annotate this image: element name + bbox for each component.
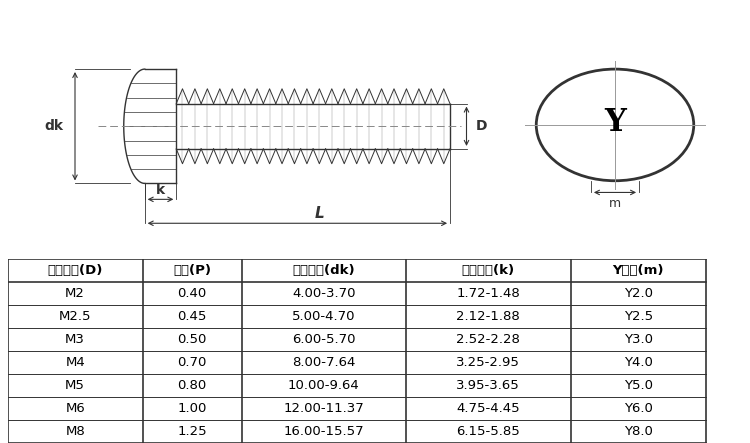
Text: 螺纹外径(D): 螺纹外径(D) — [47, 264, 103, 277]
Text: m: m — [609, 197, 621, 210]
Text: Y3.0: Y3.0 — [624, 333, 652, 346]
Text: 2.12-1.88: 2.12-1.88 — [457, 310, 520, 323]
Text: Y8.0: Y8.0 — [624, 425, 652, 438]
Text: Y6.0: Y6.0 — [624, 402, 652, 415]
Text: 6.15-5.85: 6.15-5.85 — [457, 425, 520, 438]
Text: 1.72-1.48: 1.72-1.48 — [457, 287, 520, 300]
Text: 10.00-9.64: 10.00-9.64 — [288, 379, 360, 392]
Text: M3: M3 — [65, 333, 85, 346]
Text: 2.52-2.28: 2.52-2.28 — [456, 333, 520, 346]
Text: 头部厚度(k): 头部厚度(k) — [462, 264, 514, 277]
Text: M6: M6 — [65, 402, 85, 415]
Text: Y槽号(m): Y槽号(m) — [613, 264, 664, 277]
Text: M2.5: M2.5 — [59, 310, 92, 323]
Text: 3.25-2.95: 3.25-2.95 — [456, 356, 520, 369]
Text: 5.00-4.70: 5.00-4.70 — [292, 310, 356, 323]
Text: L: L — [315, 206, 325, 221]
Text: 16.00-15.57: 16.00-15.57 — [284, 425, 364, 438]
Text: 0.50: 0.50 — [178, 333, 207, 346]
Text: dk: dk — [44, 119, 64, 133]
Text: k: k — [156, 183, 165, 197]
Text: 12.00-11.37: 12.00-11.37 — [284, 402, 364, 415]
Text: D: D — [476, 119, 488, 133]
Text: 0.80: 0.80 — [178, 379, 207, 392]
Text: 1.25: 1.25 — [177, 425, 207, 438]
Text: 0.45: 0.45 — [178, 310, 207, 323]
Text: M5: M5 — [65, 379, 85, 392]
Text: 4.75-4.45: 4.75-4.45 — [457, 402, 520, 415]
Text: 0.70: 0.70 — [178, 356, 207, 369]
Text: 1.00: 1.00 — [178, 402, 207, 415]
Text: 0.40: 0.40 — [178, 287, 207, 300]
Text: Y: Y — [604, 107, 626, 138]
Text: Y2.0: Y2.0 — [624, 287, 652, 300]
Text: 牙距(P): 牙距(P) — [173, 264, 211, 277]
Text: 头部直径(dk): 头部直径(dk) — [292, 264, 355, 277]
Text: M8: M8 — [65, 425, 85, 438]
Text: 3.95-3.65: 3.95-3.65 — [457, 379, 520, 392]
Text: Y5.0: Y5.0 — [624, 379, 652, 392]
Text: 8.00-7.64: 8.00-7.64 — [292, 356, 356, 369]
Text: M4: M4 — [65, 356, 85, 369]
Text: M2: M2 — [65, 287, 85, 300]
Text: 6.00-5.70: 6.00-5.70 — [292, 333, 356, 346]
Text: Y2.5: Y2.5 — [624, 310, 652, 323]
Text: Y4.0: Y4.0 — [624, 356, 652, 369]
Text: 4.00-3.70: 4.00-3.70 — [292, 287, 356, 300]
